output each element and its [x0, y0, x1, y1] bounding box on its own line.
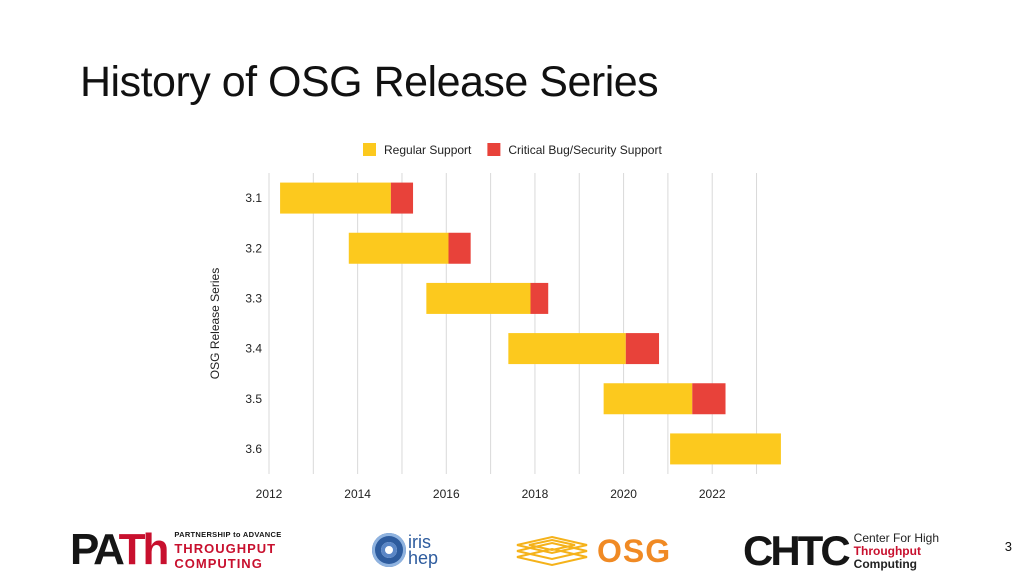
chart-svg: 3.1 3.2 3.3 3.4 3.5 3.6 2012 2014 2016 2018 2020 20… [208, 143, 781, 501]
bar-regular-3.5 [603, 383, 693, 415]
iris-logo-line1: iris [408, 532, 431, 552]
x-tick-label: 2018 [522, 487, 549, 501]
x-tick-label: 2020 [610, 487, 637, 501]
path-logo-line1: THROUGHPUT [174, 540, 277, 556]
x-tick-label: 2014 [344, 487, 371, 501]
bar-regular-3.2 [348, 232, 449, 264]
path-logo-mark: PATh [70, 525, 169, 574]
x-tick-label: 2012 [256, 487, 283, 501]
y-tick-label: 3.4 [245, 342, 262, 356]
release-series-chart: 3.1 3.2 3.3 3.4 3.5 3.6 2012 2014 2016 2018 2020 20… [195, 130, 835, 510]
bar-regular-3.6 [670, 433, 781, 465]
page-title: History of OSG Release Series [80, 58, 659, 106]
x-tick-label: 2022 [699, 487, 726, 501]
legend-swatch [363, 143, 376, 156]
bar-critical-3.5 [692, 383, 726, 415]
bar-regular-3.4 [508, 333, 626, 365]
x-tick-label: 2016 [433, 487, 460, 501]
bar-critical-3.4 [625, 333, 660, 365]
chtc-logo: CHTC Center For High Throughput Computin… [743, 530, 939, 572]
y-tick-label: 3.5 [245, 392, 262, 406]
footer-logos: PATh PARTNERSHIP to ADVANCE THROUGHPUT C… [0, 524, 1024, 576]
legend-swatch [487, 143, 501, 156]
path-logo-tagline: PARTNERSHIP to ADVANCE [174, 529, 282, 539]
bar-critical-3.2 [448, 232, 471, 264]
chtc-logo-mark: CHTC [743, 527, 851, 574]
y-tick-label: 3.2 [245, 241, 262, 255]
bar-regular-3.1 [280, 182, 391, 214]
chtc-logo-line3: Computing [853, 556, 917, 571]
osg-layers-icon [516, 535, 588, 567]
bar-critical-3.1 [390, 182, 414, 214]
path-logo-line2: COMPUTING [174, 555, 263, 571]
osg-logo: OSG [513, 532, 671, 570]
slide-number: 3 [1004, 539, 1012, 554]
y-tick-label: 3.3 [245, 291, 262, 305]
iris-hep-logo: iris hep [372, 530, 438, 570]
chtc-logo-line2: Throughput [853, 543, 921, 558]
chtc-logo-line1: Center For High [853, 530, 940, 545]
legend-label: Regular Support [384, 143, 472, 157]
iris-logo-line2: hep [408, 548, 439, 568]
path-logo: PATh PARTNERSHIP to ADVANCE THROUGHPUT C… [70, 528, 282, 572]
y-tick-label: 3.1 [245, 191, 262, 205]
iris-eye-icon [372, 533, 406, 567]
y-tick-label: 3.6 [245, 442, 262, 456]
legend-label: Critical Bug/Security Support [508, 143, 662, 157]
bar-critical-3.3 [530, 282, 549, 314]
bar-regular-3.3 [426, 282, 531, 314]
y-axis-title: OSG Release Series [208, 268, 222, 379]
osg-logo-text: OSG [597, 532, 672, 569]
